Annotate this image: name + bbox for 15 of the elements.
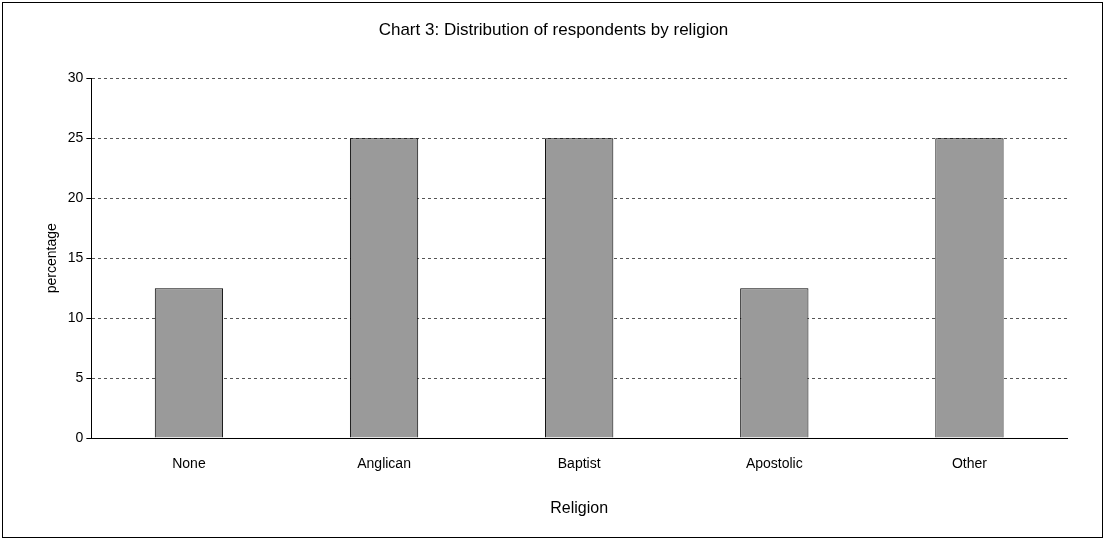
x-axis-title: Religion — [550, 498, 609, 516]
x-tick-label: Baptist — [557, 455, 601, 472]
x-tick-label: Apostolic — [745, 455, 803, 472]
x-tick-label: Other — [951, 455, 988, 472]
y-tick-label: 30 — [67, 69, 84, 86]
y-tick-label: 10 — [67, 308, 84, 325]
y-tick-label: 20 — [67, 189, 84, 206]
x-tick-label: None — [172, 455, 206, 472]
y-tick-label: 5 — [75, 368, 84, 385]
y-tick-label: 15 — [67, 249, 84, 266]
chart-title: Chart 3: Distribution of respondents by religion — [378, 19, 729, 39]
y-tick-label: 25 — [67, 129, 84, 146]
x-tick-label: Anglican — [357, 455, 411, 472]
y-tick-label: 0 — [75, 428, 84, 445]
y-axis-title: percentage — [43, 222, 60, 294]
